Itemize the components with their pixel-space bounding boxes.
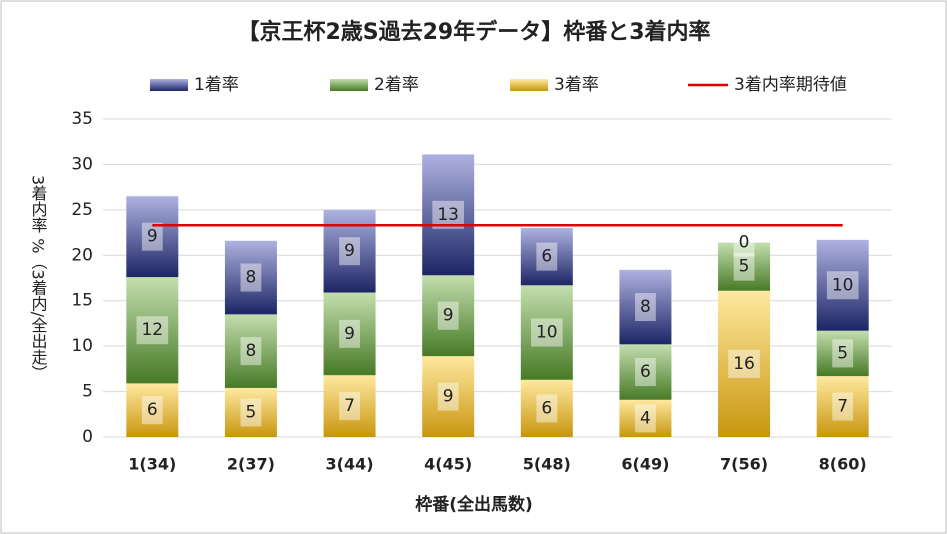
bar-segment	[323, 209, 376, 293]
legend-swatch	[150, 79, 188, 91]
data-label: 9	[443, 306, 454, 326]
data-label-box	[826, 271, 859, 300]
bar-segment	[224, 387, 277, 437]
y-tick-label: 25	[71, 200, 93, 220]
y-tick-label: 35	[71, 109, 93, 129]
x-tick-label: 5(48)	[523, 455, 571, 474]
bar-segment	[816, 376, 869, 437]
bar-segment	[224, 314, 277, 388]
x-axis-title: 枠番(全出馬数)	[415, 494, 533, 515]
y-tick-label: 0	[82, 427, 93, 447]
data-label: 8	[246, 341, 257, 361]
data-label-box	[136, 316, 169, 345]
data-label-box	[339, 319, 360, 348]
data-label: 6	[541, 398, 552, 418]
data-label: 16	[733, 354, 755, 374]
bar-segment	[816, 330, 869, 377]
y-tick-label: 10	[71, 336, 93, 356]
bar-segment	[718, 290, 771, 437]
x-tick-label: 6(49)	[621, 455, 669, 474]
legend-label: 3着内率期待値	[734, 75, 847, 95]
data-label-box	[339, 392, 360, 421]
data-label: 5	[246, 402, 257, 422]
data-label: 10	[536, 323, 558, 343]
bar-segment	[619, 269, 672, 345]
data-label-box	[733, 252, 755, 281]
bar-segment	[816, 239, 869, 331]
data-label: 6	[640, 362, 651, 382]
data-label-box	[240, 263, 262, 292]
data-label-box	[141, 396, 163, 425]
data-label-box	[339, 237, 360, 266]
data-label: 7	[837, 397, 848, 417]
bar-segment	[520, 285, 573, 380]
x-tick-label: 2(37)	[227, 455, 275, 474]
data-label-box	[635, 293, 656, 322]
data-label-box	[437, 301, 459, 330]
y-tick-label: 5	[82, 382, 93, 402]
x-tick-label: 3(44)	[326, 455, 374, 474]
bar-segment	[520, 228, 573, 286]
data-label-box	[530, 318, 563, 347]
legend-label: 3着率	[554, 75, 599, 95]
data-label-box	[240, 337, 262, 366]
data-label: 8	[640, 297, 651, 317]
data-label: 10	[832, 275, 854, 295]
bar-segment	[224, 240, 277, 315]
data-label-box	[536, 394, 558, 423]
bar-segment	[718, 242, 771, 291]
data-label: 9	[443, 387, 454, 407]
data-label-box	[536, 242, 558, 271]
bar-segment	[422, 154, 475, 276]
data-label: 6	[541, 247, 552, 267]
bar-segment	[323, 375, 376, 437]
data-label: 9	[344, 241, 355, 261]
bar-segment	[619, 344, 672, 400]
data-label: 0	[739, 233, 750, 253]
data-label: 7	[344, 396, 355, 416]
data-label: 5	[837, 343, 848, 363]
data-label: 6	[147, 400, 158, 420]
data-label: 5	[739, 257, 750, 277]
data-label-box	[733, 228, 755, 257]
y-tick-label: 20	[71, 245, 93, 265]
data-label: 8	[246, 268, 257, 288]
y-tick-label: 30	[71, 154, 93, 174]
data-label-box	[141, 222, 163, 251]
data-label-box	[437, 382, 459, 411]
x-tick-label: 7(56)	[720, 455, 768, 474]
bar-segment	[323, 292, 376, 376]
bar-segment	[126, 383, 179, 437]
bar-segment	[520, 379, 573, 437]
bar-segment	[422, 356, 475, 437]
data-label: 9	[147, 227, 158, 247]
data-label-box	[728, 349, 760, 378]
bar-segment	[422, 275, 475, 357]
x-tick-label: 8(60)	[819, 455, 867, 474]
bar-segment	[619, 399, 672, 437]
legend-swatch	[510, 79, 548, 91]
data-label-box	[832, 339, 854, 368]
legend-label: 2着率	[374, 75, 419, 95]
bar-segment	[126, 277, 179, 384]
data-label-box	[635, 358, 656, 387]
y-tick-label: 15	[71, 291, 93, 311]
data-label: 13	[437, 205, 459, 225]
x-tick-label: 4(45)	[424, 455, 472, 474]
chart-title: 【京王杯2歳S過去29年データ】枠番と3着内率	[237, 19, 710, 45]
y-axis-title: 3着内率 %（3着内/全出走）	[29, 175, 48, 381]
data-label: 4	[640, 408, 651, 428]
data-label: 12	[141, 320, 163, 340]
legend-swatch	[330, 79, 368, 91]
data-label-box	[240, 398, 262, 427]
bar-segment	[126, 196, 179, 278]
data-label: 9	[344, 324, 355, 344]
legend-label: 1着率	[194, 75, 239, 95]
x-tick-label: 1(34)	[128, 455, 176, 474]
data-label-box	[832, 392, 854, 421]
data-label-box	[635, 404, 656, 433]
